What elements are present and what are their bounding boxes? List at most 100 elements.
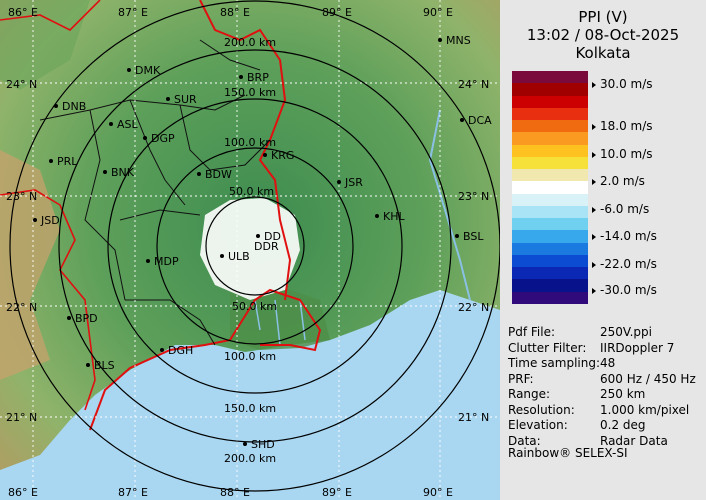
meta-row: Range: 250 km [508, 387, 696, 403]
station-label: DDR [254, 240, 279, 253]
lat-label-right: 21° N [458, 411, 489, 424]
lon-label-top: 87° E [118, 6, 148, 19]
scale-swatch [512, 205, 588, 219]
scale-tick-label: 18.0 m/s [592, 119, 653, 133]
meta-value: Radar Data [600, 433, 668, 448]
range-rings [9, 0, 500, 492]
scale-swatch [512, 169, 588, 182]
color-scale [512, 71, 588, 305]
station-marker [166, 97, 170, 101]
station-label: MDP [154, 255, 179, 268]
scale-swatch [512, 144, 588, 158]
station-label: ULB [228, 250, 250, 263]
meta-row: Clutter Filter: IIRDoppler 7 [508, 341, 696, 357]
lon-label-top: 86° E [8, 6, 38, 19]
vendor-credit: Rainbow® SELEX-SI [508, 446, 628, 460]
station-marker [54, 104, 58, 108]
station-label: DCA [468, 114, 492, 127]
meta-value: 250V.ppi [600, 325, 652, 339]
scale-tick-label: 10.0 m/s [592, 147, 653, 161]
station-label: BLS [94, 359, 115, 372]
station-label: PRL [57, 155, 78, 168]
scale-swatch [512, 107, 588, 121]
bay-of-bengal [0, 290, 500, 500]
meta-value: 250 km [600, 387, 646, 401]
range-label: 50.0 km [232, 300, 277, 313]
scale-swatch [512, 291, 588, 305]
meta-key: Pdf File: [508, 325, 556, 339]
station-marker [49, 159, 53, 163]
scale-swatch [512, 230, 588, 244]
station-marker [455, 234, 459, 238]
station-label: BDW [205, 168, 232, 181]
scale-tick-label: -6.0 m/s [592, 202, 649, 216]
western-highlands [0, 150, 60, 380]
station-label: DMK [135, 64, 161, 77]
radar-map-svg: 86° E 87° E 88° E 89° E 90° E 86° E 87° … [0, 0, 500, 500]
station-marker [33, 218, 37, 222]
lat-label-right: 22° N [458, 301, 489, 314]
range-label: 200.0 km [224, 36, 276, 49]
lon-label-bottom: 86° E [8, 486, 38, 499]
lat-label-left: 23° N [6, 190, 37, 203]
station-marker [86, 363, 90, 367]
range-label: 200.0 km [224, 452, 276, 465]
lon-label-top: 90° E [423, 6, 453, 19]
range-label: 100.0 km [224, 136, 276, 149]
meta-value: 0.2 deg [600, 418, 646, 432]
scale-tick-label: 30.0 m/s [592, 77, 653, 91]
scale-swatch [512, 279, 588, 293]
metadata-list: Pdf File: 250V.ppi Clutter Filter: IIRDopp… [508, 325, 696, 449]
scale-tick-label: -14.0 m/s [592, 229, 657, 243]
international-border [199, 0, 292, 301]
station-marker [109, 122, 113, 126]
meta-key: Data: [508, 433, 541, 448]
meta-key: Resolution: [508, 402, 575, 417]
meta-value: 600 Hz / 450 Hz [600, 371, 696, 386]
range-label: 150.0 km [224, 86, 276, 99]
scale-swatch [512, 120, 588, 133]
title-block: PPI (V) 13:02 / 08-Oct-2025 Kolkata [500, 8, 706, 62]
station-label: BNK [111, 166, 135, 179]
delta-channels [254, 299, 306, 346]
lon-label-bottom: 88° E [220, 486, 250, 499]
range-label: 50.0 km [229, 185, 274, 198]
range-label: 150.0 km [224, 402, 276, 415]
station-marker [256, 234, 260, 238]
meta-row: Data: Radar Data [508, 434, 696, 450]
station-markers: MNS DMK BRP SUR DNB ASL DGP DCA KRG PRL … [33, 34, 492, 451]
station-label: SUR [174, 93, 197, 106]
station-marker [127, 68, 131, 72]
station-label: DNB [62, 100, 86, 113]
meta-row: Elevation: 0.2 deg [508, 418, 696, 434]
scale-swatch [512, 156, 588, 170]
lon-label-bottom: 89° E [322, 486, 352, 499]
state-border-north [0, 0, 101, 31]
lon-label-top: 88° E [220, 6, 250, 19]
lat-label-right: 24° N [458, 78, 489, 91]
station-marker [438, 38, 442, 42]
station-label: KRG [271, 149, 294, 162]
station-marker [197, 172, 201, 176]
station-marker [160, 348, 164, 352]
radar-clutter [200, 198, 300, 300]
station-label: MNS [446, 34, 471, 47]
scale-swatch [512, 242, 588, 256]
meta-row: Time sampling:48 [508, 356, 696, 372]
station-marker [143, 136, 147, 140]
scale-swatch [512, 181, 588, 195]
northwest-plain [0, 0, 90, 90]
meta-key: Range: [508, 387, 551, 401]
station-marker [243, 442, 247, 446]
product-title: PPI (V) [578, 8, 628, 26]
station-label: ASL [117, 118, 139, 131]
station-marker [146, 259, 150, 263]
scale-tick-label: -22.0 m/s [592, 257, 657, 271]
lat-label-left: 22° N [6, 301, 37, 314]
meta-key: PRF: [508, 371, 534, 386]
lon-label-top: 89° E [322, 6, 352, 19]
lat-label-left: 24° N [6, 78, 37, 91]
station-label: SHD [251, 438, 275, 451]
scale-swatch [512, 71, 588, 84]
station-label: JSR [344, 176, 363, 189]
